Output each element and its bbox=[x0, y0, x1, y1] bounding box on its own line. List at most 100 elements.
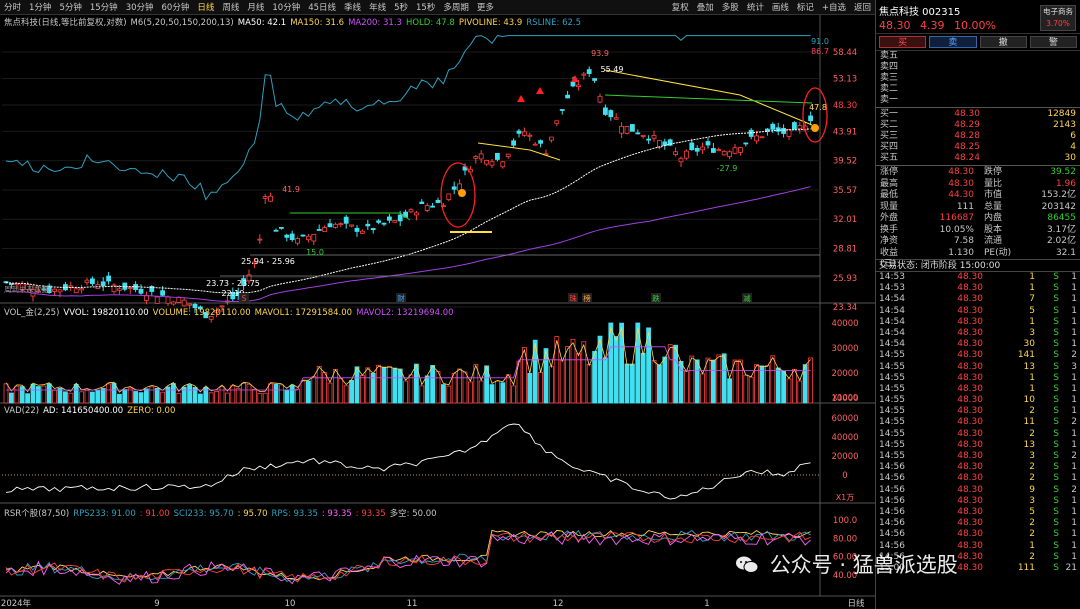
vad-tick-label: 20000 bbox=[831, 452, 858, 462]
signal-dot bbox=[811, 124, 819, 132]
timeframe-tab[interactable]: 月线 bbox=[247, 3, 265, 13]
tool-button[interactable]: +自选 bbox=[821, 3, 846, 13]
volume-bar bbox=[419, 385, 425, 404]
timeframe-tab[interactable]: 60分钟 bbox=[161, 3, 190, 13]
tick-count: 1 bbox=[1071, 395, 1077, 406]
price-change: 4.39 bbox=[920, 19, 945, 32]
event-marker[interactable]: 减 bbox=[743, 293, 751, 303]
rsr-legend: RSR个股(87,50) RPS233: 91.00: 91.00 SCI233: … bbox=[4, 507, 441, 519]
event-marker[interactable]: 榜 bbox=[583, 293, 591, 303]
vad-tick-label: 0 bbox=[842, 471, 847, 481]
volume-bar bbox=[187, 384, 193, 404]
volume-bar bbox=[322, 372, 328, 404]
volume-bar bbox=[381, 366, 387, 404]
tool-button[interactable]: 标记 bbox=[796, 3, 814, 13]
timeframe-tab[interactable]: 15秒 bbox=[416, 3, 436, 13]
candle-body bbox=[41, 288, 47, 291]
event-marker-box[interactable] bbox=[239, 293, 249, 302]
tick-side: S bbox=[1053, 417, 1059, 428]
volume-bar bbox=[197, 393, 203, 404]
candle-body bbox=[770, 123, 776, 130]
candle-body bbox=[68, 285, 74, 288]
event-marker-box[interactable] bbox=[582, 293, 592, 302]
tick-price: 48.30 bbox=[957, 462, 983, 473]
sector-badge[interactable]: 电子商务 3.70% bbox=[1040, 5, 1076, 31]
rsr-tick-label: 40.00 bbox=[833, 571, 857, 581]
tick-volume: 2 bbox=[1029, 551, 1035, 562]
tick-count: 1 bbox=[1071, 327, 1077, 338]
event-marker[interactable]: 财 bbox=[397, 293, 405, 303]
volume-bar bbox=[678, 360, 684, 404]
volume-bar bbox=[106, 383, 111, 404]
timeframe-tab[interactable]: 10分钟 bbox=[272, 3, 301, 13]
volume-bar bbox=[52, 389, 57, 404]
order-book-row: 卖五 bbox=[876, 51, 1080, 62]
tool-button[interactable]: 画线 bbox=[771, 3, 789, 13]
volume-bar bbox=[311, 376, 317, 404]
chart-annotation: 25.94 - 25.96 bbox=[241, 257, 295, 266]
volume-bar bbox=[397, 368, 403, 404]
buy-button[interactable]: 买 bbox=[879, 36, 927, 48]
alert-button[interactable]: 警 bbox=[1029, 36, 1077, 48]
candle-body bbox=[268, 195, 274, 202]
volume-bar bbox=[640, 352, 646, 404]
candle-body bbox=[527, 134, 533, 137]
event-marker[interactable]: S bbox=[242, 294, 247, 303]
chart-area[interactable]: 58.44 53.13 48.30 43.91 39.52 35.57 32.01 28.81… bbox=[0, 0, 875, 609]
candle-body bbox=[646, 138, 651, 141]
candle-body bbox=[181, 299, 187, 307]
sell-button[interactable]: 卖 bbox=[929, 36, 977, 48]
timeframe-tab[interactable]: 1分钟 bbox=[29, 3, 52, 13]
order-book-volume: 12849 bbox=[1047, 109, 1076, 119]
tool-button[interactable]: 多股 bbox=[721, 3, 739, 13]
volume-bar bbox=[689, 355, 695, 404]
volume-bar bbox=[73, 383, 79, 404]
event-marker-box[interactable] bbox=[396, 293, 406, 302]
tick-price: 48.30 bbox=[957, 316, 983, 327]
x-tick-label: 9 bbox=[154, 599, 159, 609]
timeframe-tab[interactable]: 更多 bbox=[476, 3, 494, 13]
event-marker[interactable]: 珠 bbox=[569, 293, 577, 303]
timeframe-tab[interactable]: 年线 bbox=[369, 3, 387, 13]
tick-time: 14:55 bbox=[879, 361, 905, 372]
tick-price: 48.30 bbox=[957, 294, 983, 305]
tick-count: 1 bbox=[1071, 383, 1077, 394]
volume-bar bbox=[154, 387, 160, 404]
event-marker-box[interactable] bbox=[742, 293, 752, 302]
event-marker[interactable]: 跌 bbox=[652, 293, 660, 303]
volume-bar bbox=[192, 387, 198, 404]
tick-volume: 3 bbox=[1029, 327, 1035, 338]
timeframe-tab[interactable]: 30分钟 bbox=[125, 3, 154, 13]
timeframe-tab[interactable]: 分时 bbox=[4, 3, 22, 13]
volume-bar bbox=[149, 386, 155, 404]
price-tick-label: 28.81 bbox=[833, 245, 857, 255]
x-tick-label: 1 bbox=[704, 599, 709, 609]
timeframe-tab[interactable]: 周线 bbox=[222, 3, 240, 13]
tool-button[interactable]: 叠加 bbox=[696, 3, 714, 13]
timeframe-tab[interactable]: 日线 bbox=[197, 3, 215, 13]
rps-red-line bbox=[5, 531, 811, 583]
timeframe-tab[interactable]: 多周期 bbox=[443, 3, 469, 13]
cancel-order-button[interactable]: 撤 bbox=[979, 36, 1027, 48]
tick-list[interactable]: 14:53 48.30 1 S 1 14:53 48.30 1 S 1 14:54 48.30 7 S 1 1… bbox=[876, 272, 1080, 574]
candle-body bbox=[381, 222, 387, 225]
tool-button[interactable]: 复权 bbox=[671, 3, 689, 13]
tick-side: S bbox=[1053, 395, 1059, 406]
volume-bar bbox=[8, 392, 14, 404]
tool-button[interactable]: 返回 bbox=[853, 3, 871, 13]
volume-bar bbox=[160, 391, 166, 404]
x-tick-label: 11 bbox=[407, 599, 418, 609]
tick-price: 48.30 bbox=[957, 372, 983, 383]
event-marker-box[interactable] bbox=[651, 293, 661, 302]
tool-button[interactable]: 统计 bbox=[746, 3, 764, 13]
timeframe-tab[interactable]: 季线 bbox=[344, 3, 362, 13]
timeframe-tab[interactable]: 45日线 bbox=[308, 3, 337, 13]
timeframe-tab[interactable]: 5分钟 bbox=[59, 3, 82, 13]
timeframe-tab[interactable]: 5秒 bbox=[394, 3, 408, 13]
stat-value: 44.30 bbox=[948, 190, 974, 200]
event-marker-box[interactable] bbox=[568, 293, 578, 302]
volume-bar bbox=[770, 355, 776, 404]
legend-item: PIVOLINE: 43.9 bbox=[458, 18, 523, 28]
timeframe-tab[interactable]: 15分钟 bbox=[89, 3, 118, 13]
tick-price: 48.30 bbox=[957, 529, 983, 540]
